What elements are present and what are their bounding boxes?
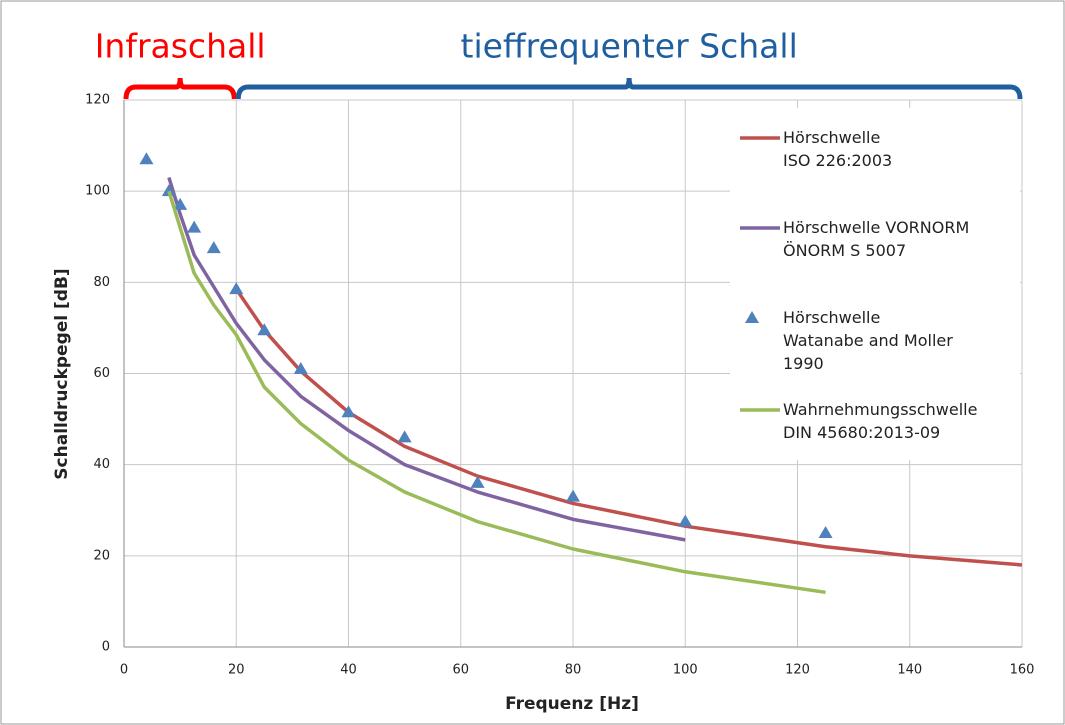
y-tick-label: 20 (93, 548, 110, 563)
data-point (341, 405, 356, 418)
bracket (123, 77, 237, 100)
x-tick-label: 140 (897, 663, 922, 678)
legend-label: Hörschwelle Watanabe and Moller 1990 (783, 308, 953, 373)
x-tick-label: 80 (565, 663, 582, 678)
legend-label: Wahrnehmungsschwelle DIN 45680:2013-09 (783, 400, 978, 442)
bracket (235, 77, 1023, 100)
y-tick-label: 60 (93, 366, 110, 381)
legend-box (730, 108, 1020, 460)
data-point (187, 220, 202, 233)
y-tick-label: 100 (85, 184, 110, 199)
y-tick-label: 120 (85, 93, 110, 108)
series-line (167, 190, 826, 595)
x-axis-label: Frequenz [Hz] (505, 694, 639, 714)
y-tick-label: 40 (93, 457, 110, 472)
y-axis-label: Schalldruckpegel [dB] (52, 268, 72, 479)
data-point (173, 197, 188, 210)
annotation: tieffrequenter Schall (461, 27, 798, 66)
data-point (139, 152, 154, 165)
x-tick-label: 160 (1010, 663, 1035, 678)
data-point (678, 514, 693, 527)
x-tick-label: 60 (452, 663, 469, 678)
x-tick-label: 20 (228, 663, 245, 678)
data-point (257, 323, 272, 336)
legend-marker (745, 311, 759, 323)
legend-label: Hörschwelle ISO 226:2003 (783, 128, 893, 170)
annotation: Infraschall (95, 27, 266, 66)
x-tick-label: 0 (120, 663, 128, 678)
data-point (818, 526, 833, 539)
data-point (206, 241, 221, 254)
data-point (293, 361, 308, 374)
data-point (470, 475, 485, 488)
x-tick-label: 40 (340, 663, 357, 678)
y-tick-label: 80 (93, 275, 110, 290)
series-line (167, 176, 686, 542)
x-tick-label: 100 (673, 663, 698, 678)
x-tick-label: 120 (785, 663, 810, 678)
data-point (161, 184, 176, 197)
legend-label: Hörschwelle VORNORM ÖNORM S 5007 (783, 218, 970, 260)
data-point (397, 430, 412, 443)
data-point (566, 489, 580, 502)
data-point (229, 282, 244, 295)
y-tick-label: 0 (102, 640, 110, 655)
